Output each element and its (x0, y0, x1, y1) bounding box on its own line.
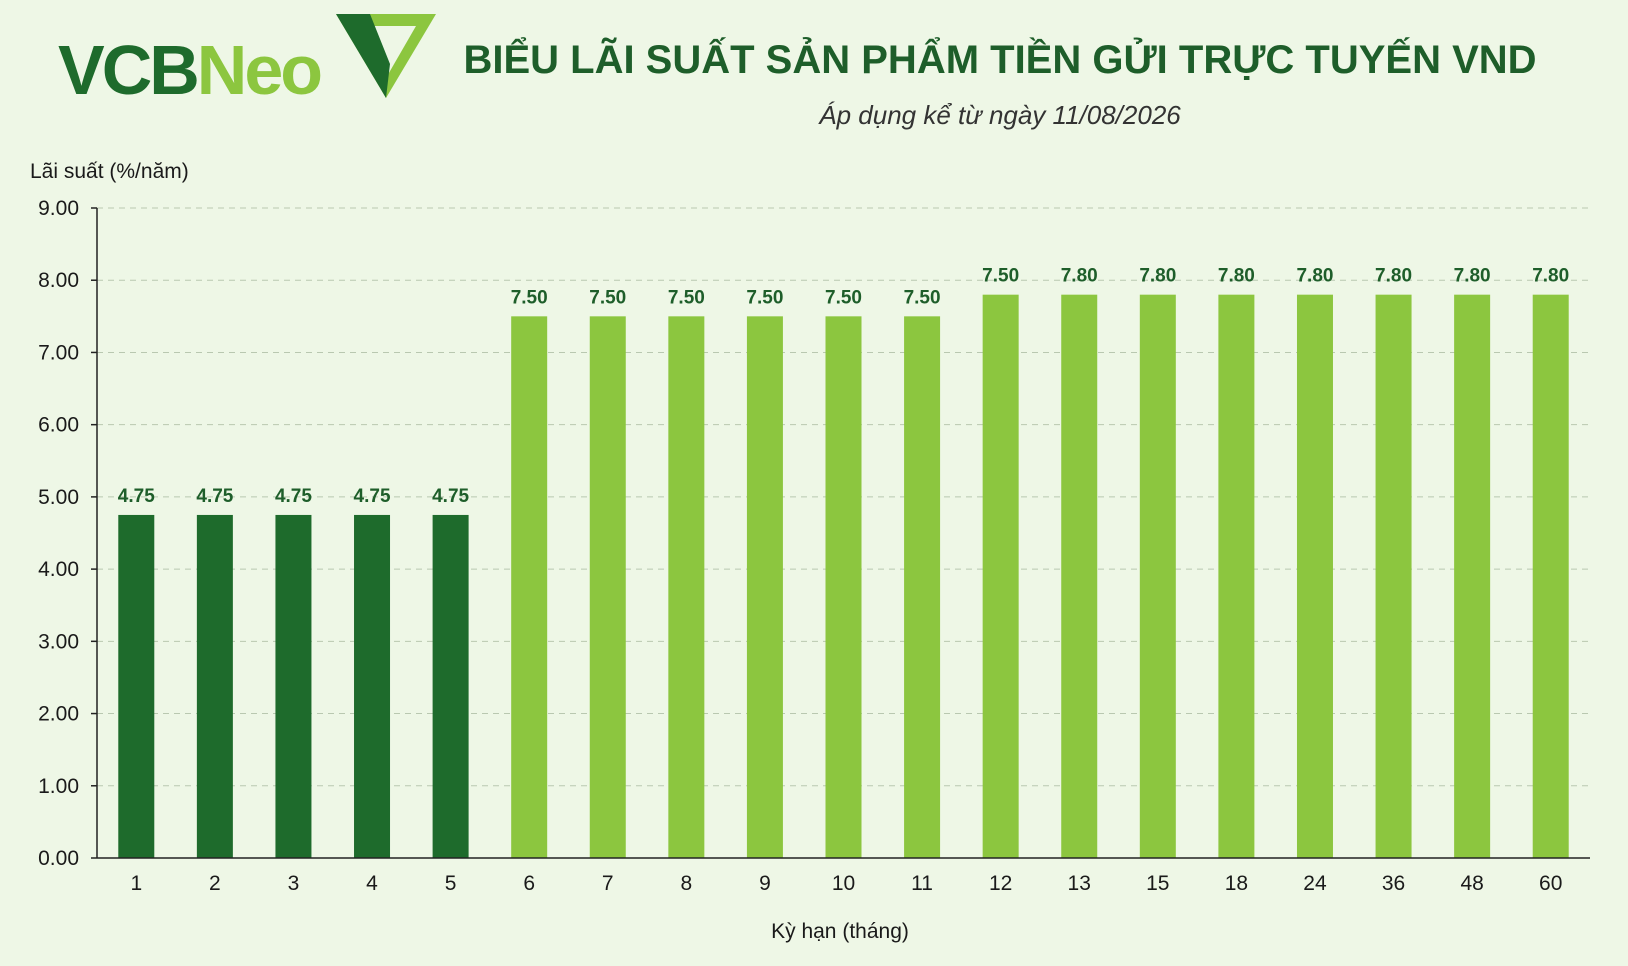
bar (118, 514, 155, 858)
logo-wordmark: VCBNeo (58, 30, 323, 110)
y-tick-labels: 0.00 1.00 2.00 3.00 4.00 5.00 6.00 7.00 8.00 9.00 (38, 197, 79, 870)
page-title: BIỂU LÃI SUẤT SẢN PHẨM TIỀN GỬI TRỰC TUY… (463, 38, 1537, 82)
y-tick-label: 5.00 (38, 486, 79, 509)
x-tick-label: 10 (832, 872, 855, 895)
bar (511, 316, 548, 858)
y-tick-label: 7.00 (38, 341, 79, 364)
x-tick-label: 60 (1539, 872, 1562, 895)
data-label: 7.80 (1218, 266, 1255, 287)
bar (904, 316, 941, 858)
y-tick-label: 8.00 (38, 269, 79, 292)
y-tick-label: 1.00 (38, 775, 79, 798)
data-label: 7.50 (982, 266, 1019, 287)
x-tick-label: 9 (759, 872, 771, 895)
y-tick-label: 4.00 (38, 558, 79, 581)
x-tick-label: 12 (989, 872, 1012, 895)
data-label: 7.80 (1532, 266, 1569, 287)
x-tick-label: 48 (1460, 872, 1483, 895)
bar (1454, 294, 1491, 859)
data-label: 4.75 (354, 486, 391, 507)
bar (1218, 294, 1255, 859)
page-subtitle: Áp dụng kể từ ngày 11/08/2026 (819, 100, 1181, 130)
bar (589, 316, 626, 858)
data-label: 7.50 (668, 287, 705, 308)
x-tick-label: 7 (602, 872, 614, 895)
data-label: 7.80 (1296, 266, 1333, 287)
x-tick-label: 3 (288, 872, 300, 895)
bar (1375, 294, 1412, 859)
x-tick-label: 8 (680, 872, 692, 895)
x-tick-label: 15 (1146, 872, 1169, 895)
x-tick-label: 13 (1068, 872, 1091, 895)
x-tick-label: 4 (366, 872, 378, 895)
bar (1532, 294, 1569, 859)
logo-text-neo: Neo (196, 31, 323, 109)
x-tick-label: 6 (523, 872, 535, 895)
data-label: 7.80 (1139, 266, 1176, 287)
bar (275, 514, 312, 858)
vcbneo-logo: VCBNeo (58, 8, 438, 110)
data-label: 7.80 (1454, 266, 1491, 287)
bar (354, 514, 391, 858)
bar (668, 316, 705, 858)
y-tick-label: 3.00 (38, 630, 79, 653)
x-tick-label: 2 (209, 872, 221, 895)
data-label: 4.75 (432, 486, 469, 507)
data-label: 4.75 (275, 486, 312, 507)
x-tick-label: 36 (1382, 872, 1405, 895)
data-label: 4.75 (196, 486, 233, 507)
grid-lines (91, 207, 1590, 859)
bar (196, 514, 233, 858)
bar (432, 514, 469, 858)
y-tick-label: 2.00 (38, 703, 79, 726)
x-tick-labels: 1 2 3 4 5 6 7 8 9 10 11 12 13 15 18 24 36 48 60 (130, 872, 1562, 895)
logo-text-vcb: VCB (58, 31, 200, 109)
data-label: 4.75 (118, 486, 155, 507)
x-tick-label: 18 (1225, 872, 1248, 895)
vcb-triangle-icon (336, 14, 436, 98)
data-labels: 4.75 4.75 4.75 4.75 4.75 7.50 7.50 7.50 7.50 7.50… (118, 266, 1569, 507)
data-label: 7.50 (904, 287, 941, 308)
y-axis-title: Lãi suất (%/năm) (30, 160, 189, 183)
x-tick-label: 24 (1303, 872, 1327, 895)
bar (825, 316, 862, 858)
y-tick-label: 0.00 (38, 847, 79, 870)
x-tick-label: 11 (911, 872, 933, 895)
data-label: 7.80 (1375, 266, 1412, 287)
data-label: 7.80 (1061, 266, 1098, 287)
bar (1139, 294, 1176, 859)
y-tick-label: 9.00 (38, 197, 79, 220)
data-label: 7.50 (511, 287, 548, 308)
data-label: 7.50 (746, 287, 783, 308)
bar (746, 316, 783, 858)
bars (118, 294, 1569, 859)
data-label: 7.50 (589, 287, 626, 308)
y-tick-label: 6.00 (38, 414, 79, 437)
x-tick-label: 5 (445, 872, 457, 895)
bar (1296, 294, 1333, 859)
x-axis-title: Kỳ hạn (tháng) (771, 920, 909, 943)
bar (982, 294, 1019, 859)
bar (1061, 294, 1098, 859)
x-tick-label: 1 (130, 872, 142, 895)
data-label: 7.50 (825, 287, 862, 308)
